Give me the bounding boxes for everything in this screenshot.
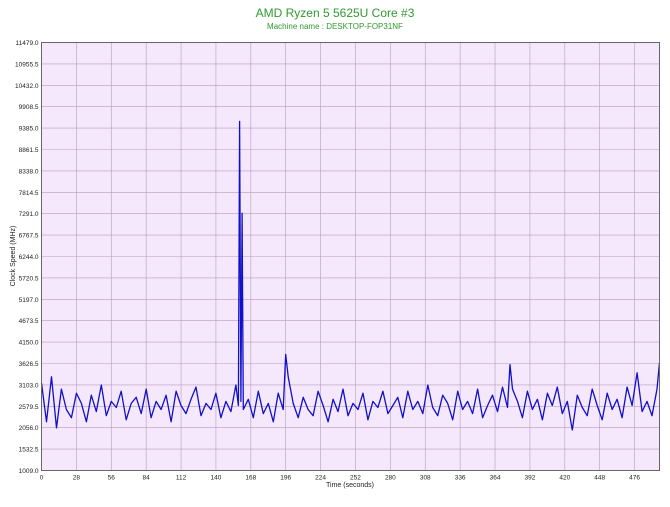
x-tick-label: 364 [490,475,501,482]
y-tick-label: 2056.0 [19,425,39,432]
x-tick-label: 168 [245,475,256,482]
x-tick-label: 196 [280,475,291,482]
y-axis-label: Clock Speed (MHz) [10,226,17,287]
y-tick-label: 8338.0 [19,168,39,175]
series-layer [40,120,661,431]
x-axis-ticks: 0 28 56 84 112 140 168 196 224 252 280 308 336 364 392… [40,475,641,482]
y-tick-label: 8861.5 [19,147,39,154]
x-tick-label: 84 [143,475,151,482]
y-tick-label: 3103.0 [19,382,39,389]
y-tick-label: 10955.5 [15,61,39,68]
x-tick-label: 280 [385,475,396,482]
x-tick-label: 392 [524,475,535,482]
y-tick-label: 1532.5 [19,447,39,454]
x-tick-label: 476 [629,475,640,482]
y-tick-label: 10432.0 [15,83,39,90]
chart-subtitle: Machine name : DESKTOP-FOP31NF [267,22,403,31]
x-tick-label: 420 [559,475,570,482]
chart-title: AMD Ryzen 5 5625U Core #3 [256,6,415,20]
x-tick-label: 28 [73,475,81,482]
x-tick-label: 308 [420,475,431,482]
y-tick-label: 7291.0 [19,211,39,218]
y-tick-label: 9908.5 [19,104,39,111]
x-tick-label: 448 [594,475,605,482]
plot-border [41,42,660,471]
y-tick-label: 4673.5 [19,318,39,325]
x-axis-label: Time (seconds) [326,482,374,489]
grid [41,42,660,471]
y-tick-label: 6244.0 [19,254,39,261]
x-tick-label: 252 [350,475,361,482]
x-tick-label: 224 [315,475,326,482]
x-tick-label: 0 [40,475,44,482]
y-tick-label: 6767.5 [19,233,39,240]
x-tick-label: 112 [176,475,187,482]
y-tick-label: 2579.5 [19,404,39,411]
x-tick-label: 56 [108,475,116,482]
y-tick-label: 1009.0 [19,468,39,475]
y-tick-label: 5197.0 [19,297,39,304]
y-tick-label: 11479.0 [15,40,38,47]
clock-speed-series-line [40,120,661,431]
x-tick-label: 140 [211,475,222,482]
y-tick-label: 4150.0 [19,340,39,347]
y-tick-label: 5720.5 [19,275,39,282]
y-tick-label: 9385.0 [19,126,39,133]
x-tick-label: 336 [455,475,466,482]
y-tick-label: 3626.5 [19,361,39,368]
y-tick-label: 7814.5 [19,190,39,197]
y-axis-ticks: 1009.0 1532.5 2056.0 2579.5 3103.0 3626.5 4150… [15,40,39,475]
